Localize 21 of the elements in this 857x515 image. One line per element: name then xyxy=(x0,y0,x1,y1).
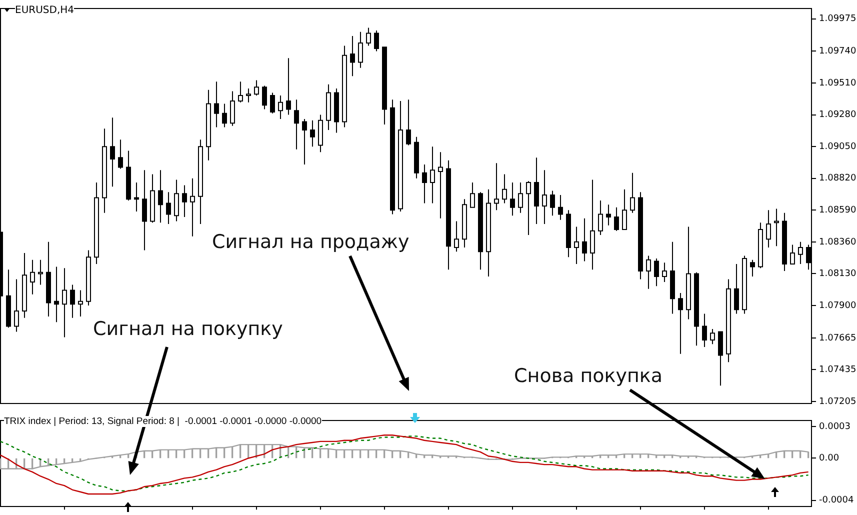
y-tick-label: 1.09050 xyxy=(819,142,856,152)
y-tick-label: 1.08130 xyxy=(819,269,856,280)
annotation: Снова покупка xyxy=(514,365,663,387)
y-tick-label: 1.09975 xyxy=(819,14,856,24)
y-tick-label: 1.09740 xyxy=(819,46,856,57)
annotation: Сигнал на продажу xyxy=(212,231,410,253)
y-tick-label: 1.08590 xyxy=(819,205,856,216)
y-tick-label: 1.08360 xyxy=(819,237,856,248)
y-tick-label: 1.07435 xyxy=(819,365,856,376)
y-tick-label: -0.0004 xyxy=(819,496,854,506)
y-tick-label: 1.07665 xyxy=(819,333,856,344)
y-tick-label: 1.09510 xyxy=(819,78,856,88)
annotation: Сигнал на покупку xyxy=(93,318,283,340)
y-tick-label: 1.09280 xyxy=(819,110,856,120)
y-tick-label: 1.07900 xyxy=(819,300,856,311)
chart-title: TRIX index | Period: 13, Signal Period: 8 | -0.0001 -0.0001 -0.0000 -0.0000 xyxy=(4,416,322,427)
y-tick-label: 1.08820 xyxy=(819,174,856,184)
chart-title: EURUSD,H4 xyxy=(15,5,74,16)
y-tick-label: 0.00 xyxy=(819,454,840,464)
y-tick-label: 0.0003 xyxy=(819,422,850,432)
y-tick-label: 1.07205 xyxy=(819,396,856,407)
